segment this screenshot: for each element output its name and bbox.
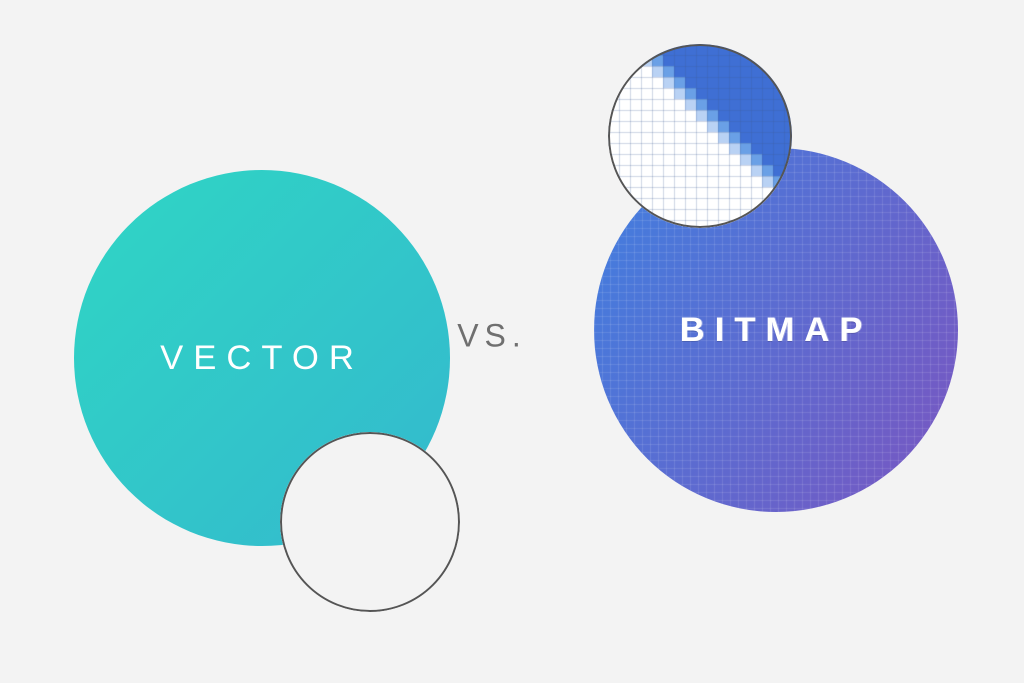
- infographic-stage: VECTOR BITMAP VS.: [0, 0, 1024, 683]
- bitmap-lens-pixels: [608, 44, 792, 228]
- vs-label: VS.: [457, 318, 527, 355]
- vector-lens-border: [280, 432, 460, 612]
- vector-magnifier-icon: [280, 432, 460, 612]
- bitmap-magnifier-icon: [608, 44, 792, 228]
- vector-label: VECTOR: [74, 339, 450, 378]
- bitmap-label: BITMAP: [594, 311, 958, 350]
- vector-lens-edge: [280, 432, 460, 605]
